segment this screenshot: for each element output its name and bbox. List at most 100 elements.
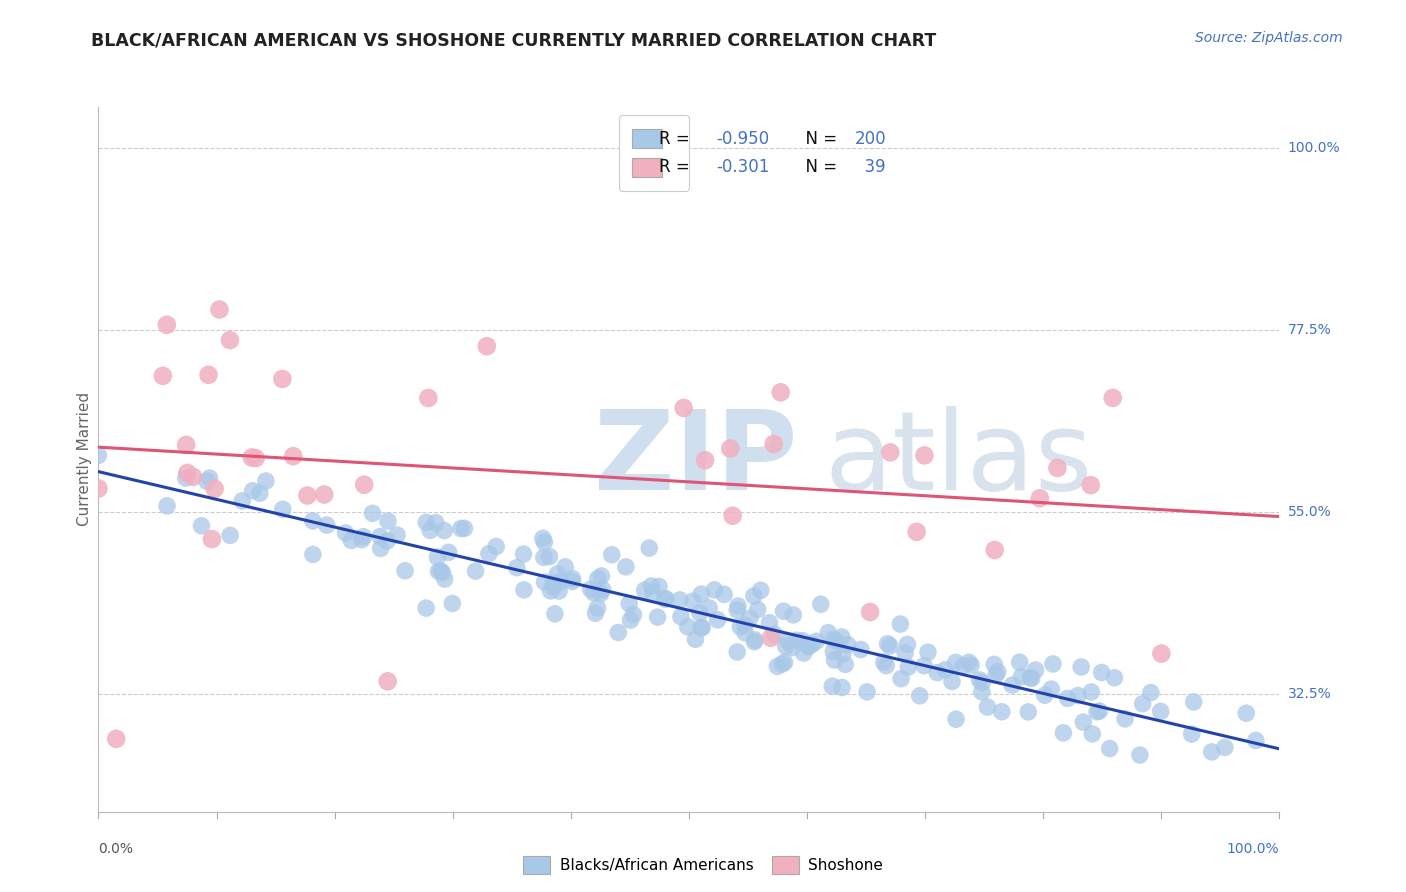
Point [801,637,824,651]
Point [831,630,853,644]
Point [744,632,766,647]
Point [533,574,555,589]
Point [786,633,808,648]
Point [934,663,956,677]
Text: 55.0%: 55.0% [1288,505,1331,519]
Point [676,620,699,634]
Point [87,482,110,496]
Point [533,550,555,565]
Point [1132,697,1154,711]
Point [302,548,325,562]
Text: 100.0%: 100.0% [1227,842,1279,856]
Point [970,685,993,699]
Point [984,667,1007,681]
Point [105,731,128,746]
Point [648,579,671,593]
Point [727,599,749,613]
Point [987,665,1010,679]
Point [271,502,294,516]
Point [682,594,704,608]
Point [879,639,901,653]
Point [546,566,568,581]
Point [825,633,848,648]
Point [543,580,565,594]
Point [425,516,447,530]
Point [759,631,782,645]
Point [1150,704,1173,718]
Point [706,613,728,627]
Point [690,587,713,601]
Point [478,547,501,561]
Point [1019,671,1042,685]
Point [713,587,735,601]
Point [1029,491,1052,506]
Point [945,656,967,670]
Point [353,530,375,544]
Point [810,597,832,611]
Point [361,506,384,520]
Point [335,525,357,540]
Point [617,597,640,611]
Point [1080,478,1102,492]
Point [301,514,323,528]
Text: R =: R = [659,129,696,148]
Point [550,574,572,588]
Point [782,607,804,622]
Point [554,559,576,574]
Point [896,637,918,651]
Point [766,659,789,673]
Text: 77.5%: 77.5% [1288,323,1331,337]
Point [1101,391,1123,405]
Point [897,660,920,674]
Point [340,533,363,548]
Point [437,545,460,559]
Point [749,583,772,598]
Text: R =: R = [659,158,696,176]
Point [991,705,1014,719]
Point [654,591,676,606]
Point [450,522,472,536]
Point [742,589,765,603]
Point [1201,745,1223,759]
Point [890,672,912,686]
Point [945,712,967,726]
Point [1213,740,1236,755]
Y-axis label: Currently Married: Currently Married [77,392,91,526]
Point [797,640,820,654]
Text: BLACK/AFRICAN AMERICAN VS SHOSHONE CURRENTLY MARRIED CORRELATION CHART: BLACK/AFRICAN AMERICAN VS SHOSHONE CURRE… [91,31,936,49]
Point [912,658,935,673]
Point [793,646,815,660]
Point [415,516,437,530]
Point [181,470,204,484]
Point [249,486,271,500]
Point [426,550,449,565]
Point [544,607,567,621]
Point [703,582,725,597]
Text: Source: ZipAtlas.com: Source: ZipAtlas.com [1195,31,1343,45]
Point [1046,461,1069,475]
Point [1052,726,1074,740]
Point [831,647,853,661]
Point [589,586,612,600]
Point [427,564,450,578]
Point [506,560,529,574]
Point [879,445,901,459]
Point [377,514,399,528]
Point [972,675,994,690]
Point [905,524,928,539]
Point [859,605,882,619]
Point [762,437,785,451]
Point [969,673,991,687]
Point [204,482,226,496]
Point [208,302,231,317]
Point [350,533,373,547]
Point [1088,704,1111,718]
Point [725,645,748,659]
Point [540,583,562,598]
Point [849,642,872,657]
Point [655,591,678,606]
Point [607,625,630,640]
Point [156,318,179,332]
Point [792,633,814,648]
Point [231,494,253,508]
